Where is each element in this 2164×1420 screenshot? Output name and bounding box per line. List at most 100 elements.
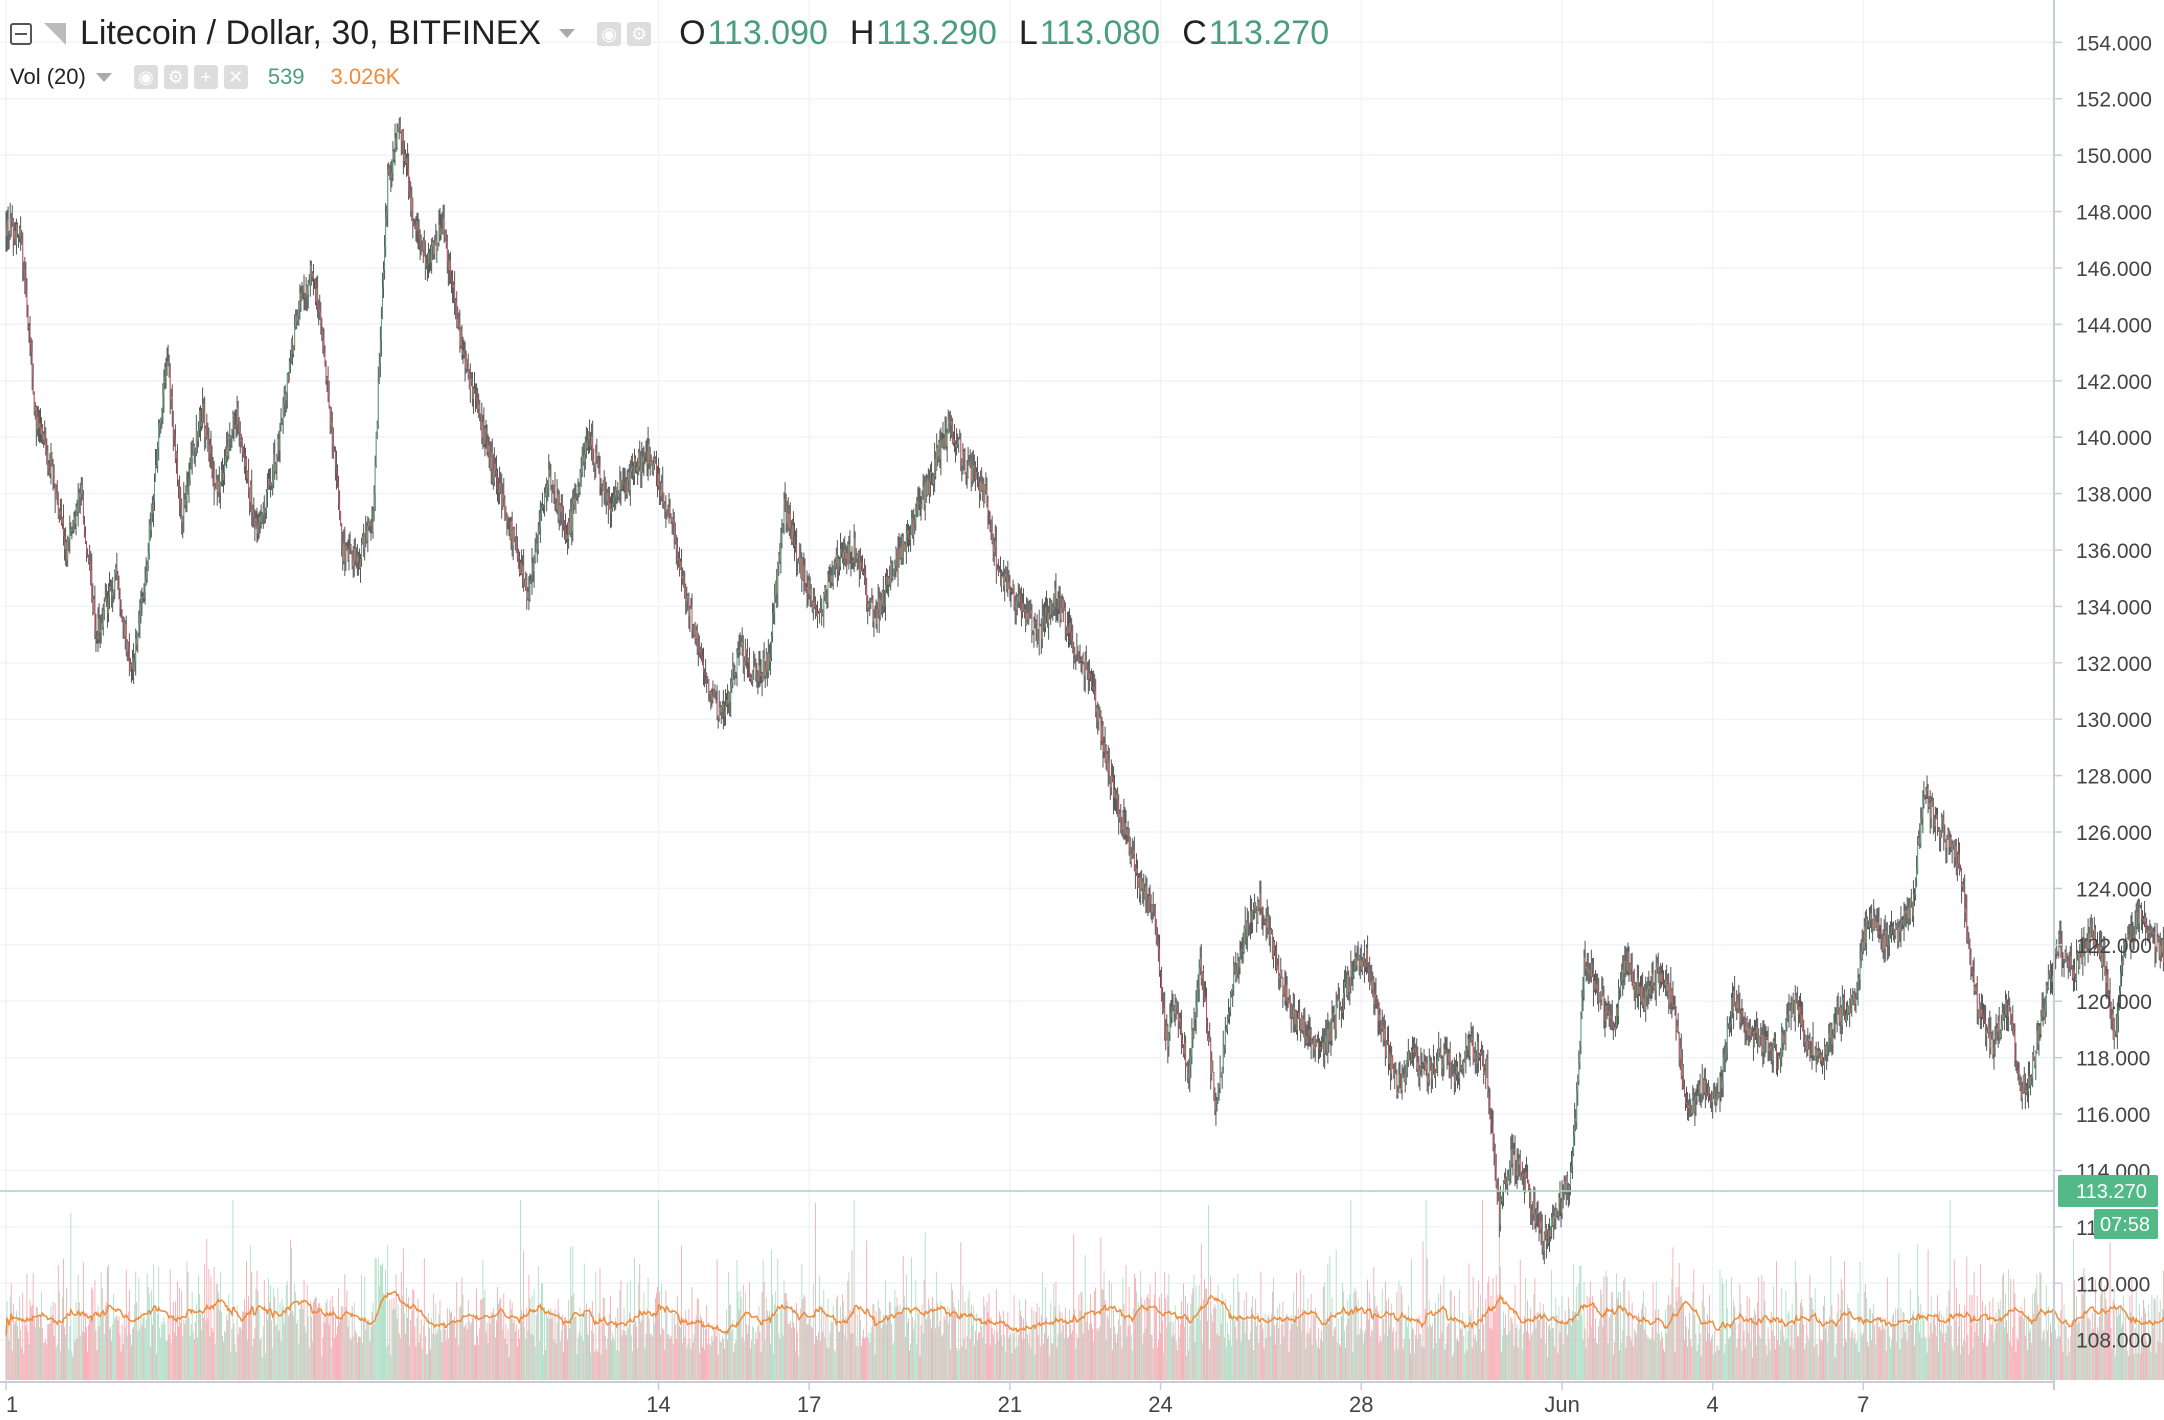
volume-bar — [2120, 1305, 2121, 1380]
volume-bar — [800, 1308, 802, 1380]
volume-bar — [693, 1334, 695, 1380]
volume-bar — [1253, 1350, 1254, 1380]
candle-body — [442, 217, 444, 234]
candle-body — [553, 485, 555, 491]
volume-bar — [428, 1312, 429, 1380]
volume-bar — [1650, 1338, 1652, 1380]
volume-bar — [2088, 1317, 2090, 1380]
volume-bar — [352, 1336, 354, 1380]
volume-bar — [641, 1319, 643, 1380]
candle-body — [732, 666, 734, 683]
volume-bar — [1632, 1345, 1634, 1380]
candle-body — [558, 505, 560, 520]
candle-body — [1080, 659, 1082, 661]
volume-bar — [548, 1308, 550, 1380]
candle-body — [1368, 966, 1369, 973]
volume-bar — [1817, 1355, 1819, 1380]
candle-body — [492, 470, 494, 482]
volume-bar — [1678, 1262, 1680, 1380]
volume-bar — [1361, 1330, 1363, 1380]
volume-bar — [339, 1321, 341, 1380]
candle-body — [330, 422, 332, 426]
candle-body — [317, 288, 318, 305]
volume-bar — [551, 1318, 553, 1380]
volume-bar — [1160, 1332, 1161, 1380]
candle-body — [96, 635, 98, 640]
candle-body — [1337, 999, 1339, 1001]
candle-body — [577, 486, 579, 496]
volume-bar — [1123, 1303, 1125, 1380]
volume-bar — [759, 1331, 761, 1380]
candle-body — [76, 506, 78, 512]
candle-body — [591, 436, 592, 445]
volume-bar — [1742, 1316, 1744, 1380]
volume-bar — [1616, 1272, 1617, 1380]
volume-bar — [2068, 1351, 2070, 1380]
volume-bar — [1221, 1293, 1223, 1380]
volume-bar — [1676, 1301, 1678, 1380]
volume-bar — [1187, 1303, 1189, 1380]
volume-bar — [995, 1289, 997, 1380]
candle-body — [1176, 1008, 1178, 1012]
volume-bar — [1259, 1324, 1261, 1380]
volume-bar — [880, 1328, 882, 1380]
candle-body — [528, 592, 530, 600]
candle-body — [1382, 1026, 1384, 1040]
candle-body — [100, 623, 102, 631]
candle-body — [663, 493, 665, 504]
candle-body — [1306, 1035, 1308, 1043]
candle-body — [1208, 1037, 1209, 1041]
candle-body — [35, 407, 37, 430]
volume-bar — [1552, 1327, 1554, 1380]
volume-bar — [253, 1338, 255, 1380]
volume-bar — [1296, 1272, 1297, 1380]
volume-bar — [1617, 1298, 1618, 1380]
candle-body — [457, 318, 459, 328]
candle-body — [719, 707, 721, 713]
candle-body — [385, 217, 386, 248]
volume-bar — [66, 1287, 68, 1380]
volume-bar — [286, 1281, 288, 1380]
volume-bar — [1827, 1342, 1829, 1380]
volume-bar — [55, 1347, 57, 1380]
volume-bar — [1424, 1308, 1426, 1380]
volume-bar — [1703, 1306, 1705, 1380]
candle-body — [555, 503, 557, 510]
volume-bar — [313, 1302, 314, 1380]
candle-body — [1247, 922, 1249, 926]
candle-body — [510, 521, 512, 540]
volume-bar — [114, 1319, 116, 1380]
volume-bar — [34, 1326, 36, 1380]
volume-bar — [712, 1340, 714, 1380]
volume-bar — [678, 1322, 679, 1380]
volume-bar — [1280, 1344, 1282, 1380]
volume-bar — [1652, 1282, 1654, 1380]
candle-body — [583, 454, 585, 463]
volume-bar — [789, 1321, 791, 1380]
candle-body — [1051, 603, 1053, 608]
volume-bar — [965, 1349, 967, 1380]
volume-bar — [668, 1334, 670, 1380]
candle-body — [1215, 1100, 1217, 1111]
volume-bar — [727, 1339, 728, 1380]
volume-bar — [544, 1307, 545, 1380]
volume-bar — [757, 1326, 759, 1380]
candle-body — [718, 707, 720, 719]
volume-bar — [1308, 1333, 1310, 1380]
volume-bar — [475, 1345, 476, 1380]
volume-bar — [1920, 1303, 1922, 1380]
volume-bar — [429, 1328, 430, 1380]
volume-bar — [1024, 1338, 1025, 1380]
volume-bar — [1078, 1294, 1080, 1380]
volume-bar — [1808, 1339, 1810, 1380]
volume-bar — [1452, 1352, 1454, 1380]
candle-body — [302, 285, 304, 292]
candle-body — [1218, 1084, 1220, 1089]
volume-bar — [2017, 1340, 2019, 1380]
volume-bar — [1648, 1337, 1650, 1380]
candle-body — [1003, 575, 1005, 586]
candle-body — [1375, 993, 1377, 999]
volume-bar — [1768, 1339, 1770, 1380]
volume-bar — [836, 1295, 838, 1380]
